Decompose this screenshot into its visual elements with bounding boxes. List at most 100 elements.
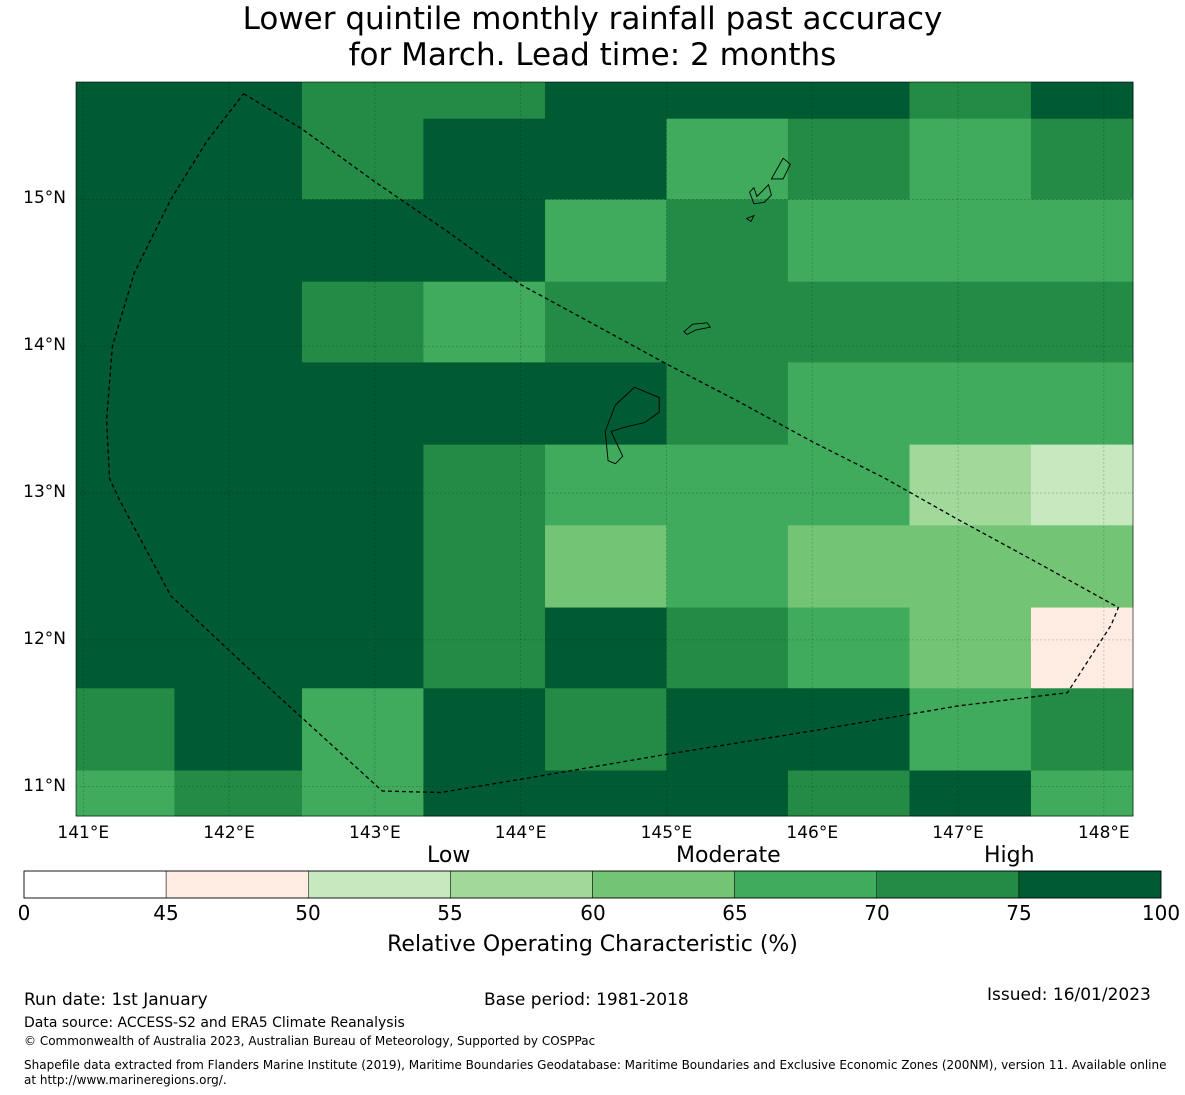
roc-cell bbox=[787, 444, 910, 526]
roc-cell bbox=[301, 525, 424, 609]
roc-cell bbox=[909, 770, 1032, 817]
roc-cell bbox=[301, 281, 424, 363]
roc-cell bbox=[174, 199, 303, 283]
roc-cell bbox=[174, 362, 303, 446]
map-gridlines bbox=[76, 82, 1133, 816]
roc-cell bbox=[301, 688, 424, 771]
roc-cell bbox=[666, 607, 789, 689]
roc-cell bbox=[666, 444, 789, 526]
island-outline bbox=[745, 214, 755, 223]
roc-cell bbox=[423, 82, 546, 120]
roc-cell bbox=[76, 362, 175, 446]
roc-cell bbox=[301, 118, 424, 200]
roc-cell bbox=[1030, 444, 1134, 526]
roc-cell bbox=[909, 199, 1032, 283]
lat-label-15n: 15°N bbox=[23, 188, 66, 209]
roc-cell bbox=[76, 444, 175, 526]
roc-cell bbox=[1030, 281, 1134, 363]
roc-cell bbox=[787, 525, 910, 609]
roc-cell bbox=[909, 444, 1032, 526]
lon-label-141e: 141°E bbox=[57, 823, 110, 843]
roc-cell bbox=[545, 444, 667, 526]
roc-cell bbox=[666, 281, 789, 363]
shapefile-credit-line2: at http://www.marineregions.org/. bbox=[24, 1073, 227, 1087]
roc-cell bbox=[423, 118, 546, 200]
roc-cell bbox=[423, 525, 546, 609]
roc-cell bbox=[787, 362, 910, 446]
roc-cell bbox=[1030, 362, 1134, 446]
colorbar-tick-70: 70 bbox=[864, 901, 890, 925]
roc-cell bbox=[787, 199, 910, 283]
roc-cell bbox=[76, 770, 175, 817]
roc-cell bbox=[174, 770, 303, 817]
chart-title-line2: for March. Lead time: 2 months bbox=[348, 37, 837, 73]
colorbar-swatch bbox=[308, 870, 451, 899]
eez-boundary-layer bbox=[105, 93, 1120, 794]
roc-cell bbox=[76, 82, 175, 120]
roc-cell bbox=[1030, 82, 1134, 120]
roc-cell bbox=[76, 118, 175, 200]
category-label-low: Low bbox=[427, 843, 471, 868]
roc-cell bbox=[76, 199, 175, 283]
roc-cell bbox=[909, 607, 1032, 689]
roc-cell bbox=[76, 607, 175, 689]
roc-cell bbox=[174, 118, 303, 200]
roc-cell bbox=[666, 770, 789, 817]
base-period: Base period: 1981-2018 bbox=[484, 990, 689, 1010]
lon-label-148e: 148°E bbox=[1077, 823, 1130, 843]
roc-cell bbox=[301, 444, 424, 526]
island-coastlines bbox=[604, 157, 791, 465]
colorbar-swatch bbox=[876, 870, 1020, 899]
roc-cell bbox=[666, 525, 789, 609]
roc-cell bbox=[787, 281, 910, 363]
island-outline bbox=[683, 322, 711, 336]
lon-label-144e: 144°E bbox=[494, 823, 547, 843]
roc-cell bbox=[1030, 607, 1134, 689]
chart-title-line1: Lower quintile monthly rainfall past acc… bbox=[242, 1, 943, 37]
roc-cell bbox=[787, 770, 910, 817]
roc-cell bbox=[301, 82, 424, 120]
colorbar-tick-50: 50 bbox=[295, 901, 321, 925]
roc-cell bbox=[423, 444, 546, 526]
island-outline bbox=[749, 183, 772, 205]
lon-label-145e: 145°E bbox=[640, 823, 693, 843]
colorbar-tick-45: 45 bbox=[153, 901, 179, 925]
colorbar-outline bbox=[23, 870, 1162, 899]
roc-cell bbox=[666, 362, 789, 446]
colorbar-tick-0: 0 bbox=[17, 901, 31, 925]
lon-label-146e: 146°E bbox=[786, 823, 839, 843]
lat-label-14n: 14°N bbox=[23, 335, 66, 356]
roc-cell bbox=[545, 525, 667, 609]
roc-cell bbox=[666, 118, 789, 200]
colorbar-swatch bbox=[165, 870, 309, 899]
roc-cell bbox=[545, 118, 667, 200]
category-label-high: High bbox=[984, 843, 1035, 868]
roc-cell bbox=[909, 82, 1032, 120]
roc-cell bbox=[666, 199, 789, 283]
roc-cell bbox=[545, 281, 667, 363]
roc-cell bbox=[1030, 688, 1134, 771]
roc-cell bbox=[423, 362, 546, 446]
roc-cell bbox=[545, 362, 667, 446]
roc-cell bbox=[787, 82, 910, 120]
roc-cell bbox=[301, 362, 424, 446]
map-frame bbox=[75, 81, 1134, 817]
lat-label-13n: 13°N bbox=[23, 482, 66, 503]
roc-cell bbox=[174, 607, 303, 689]
colorbar-tick-65: 65 bbox=[722, 901, 748, 925]
roc-cell bbox=[909, 688, 1032, 771]
roc-cell bbox=[76, 281, 175, 363]
roc-cell bbox=[909, 525, 1032, 609]
roc-cell bbox=[423, 688, 546, 771]
roc-cell bbox=[545, 770, 667, 817]
lat-label-12n: 12°N bbox=[23, 628, 66, 649]
lon-label-147e: 147°E bbox=[932, 823, 984, 843]
roc-cell bbox=[174, 688, 303, 771]
island-outline bbox=[770, 157, 791, 180]
roc-cell bbox=[174, 281, 303, 363]
roc-cell bbox=[423, 607, 546, 689]
roc-cell bbox=[1030, 525, 1134, 609]
roc-cell bbox=[787, 607, 910, 689]
lon-label-143e: 143°E bbox=[349, 823, 401, 843]
